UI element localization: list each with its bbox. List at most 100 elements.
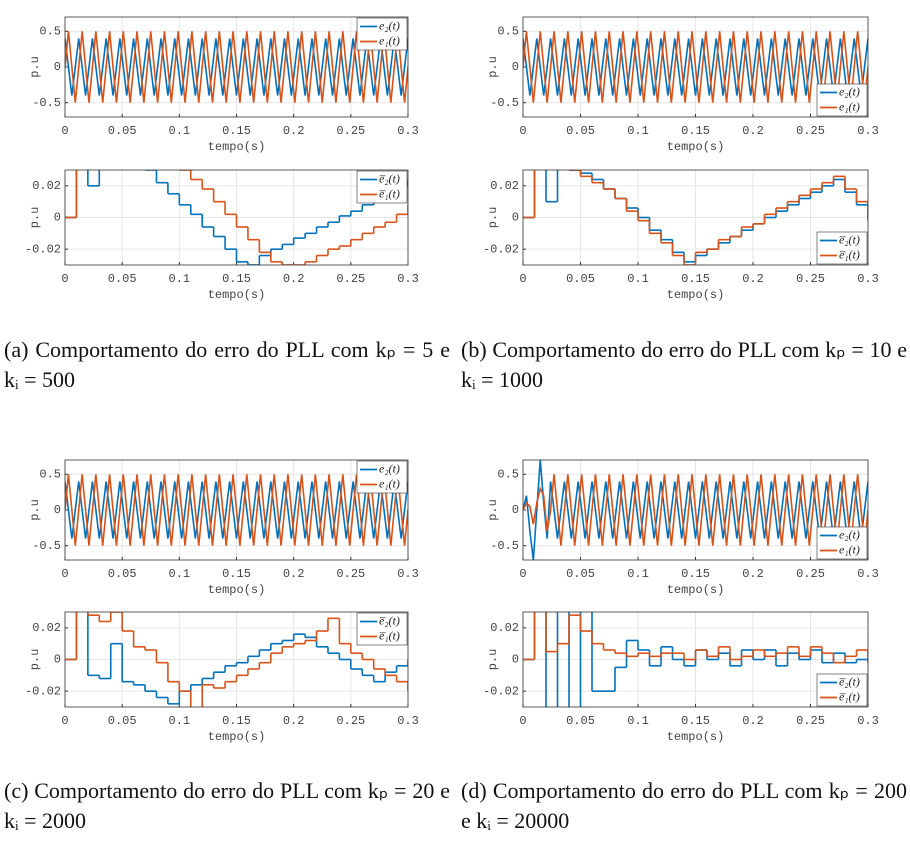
x-tick-label: 0.15 bbox=[222, 567, 251, 581]
legend-label: e₁(t) bbox=[839, 99, 860, 113]
x-tick-label: 0.05 bbox=[566, 714, 595, 728]
x-tick-label: 0.2 bbox=[742, 272, 764, 286]
legend: e̅₂(t)e̅₁(t) bbox=[816, 231, 868, 265]
legend-label: e̅₁(t) bbox=[379, 186, 400, 200]
x-axis-label: tempo(s) bbox=[208, 140, 266, 154]
series-line bbox=[65, 474, 408, 546]
x-tick-label: 0 bbox=[519, 124, 526, 138]
legend-box bbox=[356, 612, 408, 646]
legend-label: e̅₁(t) bbox=[839, 689, 860, 703]
axes-box bbox=[522, 611, 869, 708]
x-tick-label: 0.15 bbox=[681, 567, 710, 581]
y-axis-label: p.u bbox=[486, 649, 500, 671]
y-axis-label: p.u bbox=[28, 649, 42, 671]
legend: e₂(t)e₁(t) bbox=[356, 17, 408, 51]
x-tick-label: 0.1 bbox=[169, 124, 191, 138]
legend: e̅₂(t)e̅₁(t) bbox=[356, 170, 408, 204]
y-tick-label: 0.5 bbox=[497, 24, 519, 38]
x-tick-label: 0.15 bbox=[681, 124, 710, 138]
x-tick-label: 0 bbox=[61, 567, 68, 581]
x-axis-label: tempo(s) bbox=[667, 140, 725, 154]
subplot: 0 0.05 0.1 0.15 0.2 0.25 0.3-0.500.5tempo(s)p.… bbox=[28, 16, 419, 154]
y-tick-label: 0.02 bbox=[32, 621, 61, 635]
legend: e₂(t)e₁(t) bbox=[816, 526, 868, 560]
x-tick-label: 0.05 bbox=[566, 124, 595, 138]
legend-label: e₁(t) bbox=[379, 476, 400, 490]
legend-label: e̅₂(t) bbox=[379, 171, 400, 185]
y-tick-label: 0 bbox=[54, 211, 61, 225]
legend: e̅₂(t)e̅₁(t) bbox=[816, 673, 868, 707]
caption: (d) Comportamento do erro do PLL com kₚ … bbox=[461, 778, 907, 833]
x-tick-label: 0.3 bbox=[397, 272, 419, 286]
x-tick-label: 0.1 bbox=[169, 272, 191, 286]
x-tick-label: 0.15 bbox=[681, 714, 710, 728]
y-tick-label: 0.5 bbox=[497, 467, 519, 481]
x-tick-label: 0.25 bbox=[796, 124, 825, 138]
legend-label: e̅₂(t) bbox=[379, 613, 400, 627]
subplot: 0 0.05 0.1 0.15 0.2 0.25 0.3-0.500.5tempo(s)p.… bbox=[486, 459, 879, 597]
x-axis-label: tempo(s) bbox=[208, 288, 266, 302]
y-tick-label: 0 bbox=[512, 60, 519, 74]
legend-label: e₂(t) bbox=[839, 527, 860, 541]
plot-area bbox=[523, 612, 868, 707]
x-tick-label: 0.05 bbox=[108, 714, 137, 728]
y-tick-label: 0 bbox=[54, 60, 61, 74]
subplot: 0 0.05 0.1 0.15 0.2 0.25 0.3 -0.02 0 0.02 tempo(s)… bbox=[483, 611, 879, 744]
series-line bbox=[65, 481, 408, 539]
y-axis-label: p.u bbox=[28, 207, 42, 229]
y-tick-label: 0 bbox=[512, 211, 519, 225]
x-tick-label: 0.1 bbox=[169, 714, 191, 728]
x-tick-label: 0 bbox=[519, 272, 526, 286]
plot-area bbox=[65, 474, 408, 546]
legend-label: e₂(t) bbox=[379, 18, 400, 32]
axes-box bbox=[522, 169, 869, 266]
x-axis-label: tempo(s) bbox=[667, 730, 725, 744]
x-axis-label: tempo(s) bbox=[667, 583, 725, 597]
x-tick-label: 0.3 bbox=[397, 567, 419, 581]
series-line bbox=[65, 38, 408, 96]
x-axis-label: tempo(s) bbox=[208, 730, 266, 744]
x-tick-label: 0.2 bbox=[742, 567, 764, 581]
series-line bbox=[523, 31, 868, 103]
x-tick-label: 0.1 bbox=[627, 714, 649, 728]
legend-label: e₁(t) bbox=[379, 33, 400, 47]
y-axis-label: p.u bbox=[28, 56, 42, 78]
y-tick-label: -0.02 bbox=[25, 684, 61, 698]
legend-label: e₂(t) bbox=[379, 461, 400, 475]
caption: (a) Comportamento do erro do PLL com kₚ … bbox=[4, 337, 450, 392]
x-tick-label: 0 bbox=[519, 714, 526, 728]
y-tick-label: -0.02 bbox=[483, 684, 519, 698]
legend-box bbox=[816, 83, 868, 117]
x-tick-label: 0.1 bbox=[627, 124, 649, 138]
legend-box bbox=[356, 170, 408, 204]
legend-label: e̅₁(t) bbox=[379, 628, 400, 642]
y-tick-label: 0.02 bbox=[490, 179, 519, 193]
axes-box bbox=[522, 459, 869, 561]
y-tick-label: 0.5 bbox=[39, 24, 61, 38]
x-axis-label: tempo(s) bbox=[667, 288, 725, 302]
x-tick-label: 0.15 bbox=[222, 124, 251, 138]
subplot: 0 0.05 0.1 0.15 0.2 0.25 0.3-0.500.5tempo(s)p.… bbox=[486, 16, 879, 154]
x-tick-label: 0.25 bbox=[796, 714, 825, 728]
legend: e₂(t)e₁(t) bbox=[816, 83, 868, 117]
x-tick-label: 0.15 bbox=[222, 272, 251, 286]
x-axis-label: tempo(s) bbox=[208, 583, 266, 597]
x-tick-label: 0.2 bbox=[742, 714, 764, 728]
plot-area bbox=[65, 31, 408, 103]
legend-label: e̅₂(t) bbox=[839, 674, 860, 688]
legend-box bbox=[816, 526, 868, 560]
plot-area bbox=[523, 31, 868, 103]
x-tick-label: 0 bbox=[61, 714, 68, 728]
x-tick-label: 0.05 bbox=[108, 567, 137, 581]
axes-box bbox=[64, 16, 409, 118]
legend-box bbox=[816, 231, 868, 265]
x-tick-label: 0.2 bbox=[283, 272, 305, 286]
x-tick-label: 0.25 bbox=[796, 567, 825, 581]
y-tick-label: -0.5 bbox=[32, 96, 61, 110]
x-tick-label: 0.1 bbox=[627, 272, 649, 286]
series-line bbox=[65, 31, 408, 103]
x-tick-label: 0.1 bbox=[169, 567, 191, 581]
y-axis-label: p.u bbox=[486, 56, 500, 78]
y-tick-label: 0.5 bbox=[39, 467, 61, 481]
x-tick-label: 0.3 bbox=[857, 124, 879, 138]
